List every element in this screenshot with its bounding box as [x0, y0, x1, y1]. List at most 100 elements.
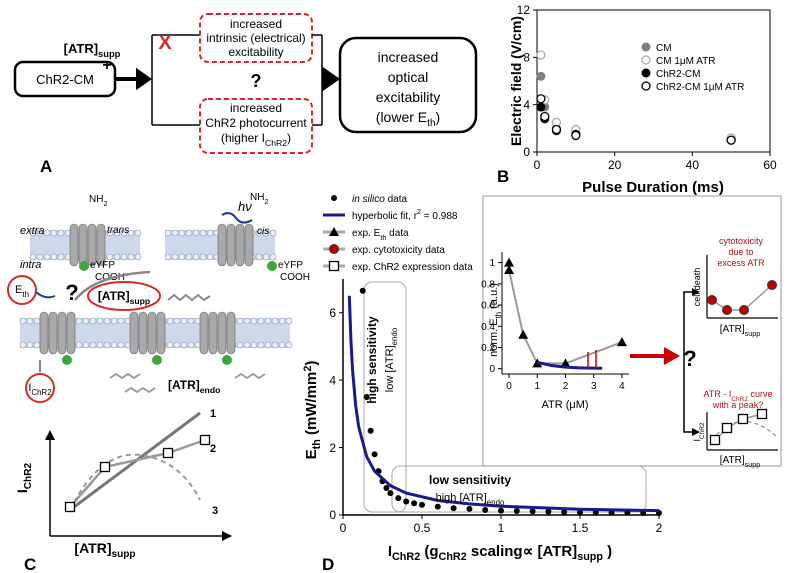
- box-text: ChR2 photocurrent: [205, 116, 307, 130]
- text-part: data: [385, 194, 408, 205]
- text-part: E: [15, 284, 22, 296]
- label: eYFP: [278, 260, 303, 271]
- text-part: th: [427, 118, 435, 129]
- lipid-head: [255, 253, 263, 261]
- data-point: [726, 135, 736, 145]
- lipid-head: [36, 229, 44, 237]
- text-part: ChR2: [31, 388, 51, 397]
- dashed-box: [199, 13, 313, 63]
- label: [ATR]supp: [64, 41, 121, 59]
- text-part: supp: [111, 549, 135, 560]
- lipid-head: [257, 317, 265, 325]
- lipid-head: [285, 341, 293, 349]
- lipid-head: [106, 229, 114, 237]
- legend-label: CM: [656, 43, 672, 54]
- protein-helix: [129, 311, 139, 355]
- data-point: [504, 265, 515, 275]
- data-point: [466, 505, 473, 512]
- text-part: data: [386, 228, 409, 239]
- outcome-box: [338, 36, 478, 134]
- curve-2: [69, 438, 206, 508]
- legend-marker: [328, 260, 340, 272]
- lipid-head: [120, 229, 128, 237]
- arrow-head: [692, 288, 700, 296]
- box-text: (higher IChR2): [221, 131, 291, 148]
- lipid-head: [236, 341, 244, 349]
- panel-label: A: [40, 157, 52, 176]
- y-tick-label: 8: [523, 51, 530, 65]
- label: hν: [238, 199, 252, 214]
- y-tick-label: 2: [329, 441, 336, 455]
- panel-label: D: [322, 555, 334, 573]
- text-part: ChR2: [439, 551, 467, 563]
- lipid-head: [171, 253, 179, 261]
- x-tick-label: 4: [619, 381, 625, 392]
- arrow-head: [322, 66, 340, 92]
- y-tick-label: 6: [329, 306, 336, 320]
- text-part: ): [436, 109, 441, 125]
- box-text: (lower Eth): [376, 109, 440, 129]
- text-part: low [ATR]: [384, 345, 396, 392]
- text-part: exp. E: [352, 228, 381, 239]
- text-part: in silico: [352, 194, 385, 205]
- lipid-head: [285, 317, 293, 325]
- text-part: supp: [130, 296, 151, 306]
- text-part: [ATR]: [720, 324, 745, 335]
- y-tick-label: 0.2: [481, 343, 495, 354]
- lipid-head: [89, 317, 97, 325]
- x-axis-label: Pulse Duration (ms): [582, 179, 724, 196]
- lipid-head: [82, 317, 90, 325]
- annotation: high [ATR]endo: [436, 492, 505, 507]
- schematic-square: [162, 447, 174, 459]
- text-part: 2: [417, 207, 421, 216]
- x-tick-label: 0: [506, 381, 512, 392]
- lipid-head: [117, 341, 125, 349]
- mini-point: [737, 413, 749, 425]
- legend-marker: [641, 68, 651, 78]
- protein-helix: [199, 311, 209, 355]
- y-tick-label: 0: [523, 145, 530, 159]
- text-part: [ATR]: [168, 378, 200, 392]
- legend-label: exp. ChR2 expression data: [352, 262, 473, 273]
- x-tick-label: 0.5: [414, 521, 431, 535]
- lipid-head: [96, 317, 104, 325]
- lipid-head: [127, 229, 135, 237]
- note: excess ATR: [717, 258, 765, 268]
- text-part: hyperbolic fit, r: [352, 211, 418, 222]
- lipid-head: [57, 253, 65, 261]
- label: ChR2-CM: [36, 72, 94, 87]
- protein-helix: [78, 223, 88, 267]
- data-point: [571, 130, 581, 141]
- label: IChR2: [692, 422, 706, 441]
- lipid-head: [117, 317, 125, 325]
- label: cis: [257, 226, 269, 237]
- text-part: supp: [577, 551, 603, 563]
- question-mark: ?: [251, 71, 262, 91]
- text-part: E: [303, 449, 320, 459]
- threshold-circle: [7, 275, 37, 305]
- lipid-head: [187, 341, 195, 349]
- legend-label: ChR2-CM: [656, 69, 700, 80]
- arrow-head: [136, 67, 152, 91]
- y-tick-label: 0: [489, 364, 495, 375]
- y-tick-label: 0.4: [481, 322, 495, 333]
- y-tick-label: 4: [523, 98, 530, 112]
- protein-helix: [87, 223, 97, 267]
- eyfp: [62, 355, 72, 365]
- data-point: [518, 329, 529, 339]
- question-mark: ?: [65, 280, 78, 305]
- data-point: [616, 337, 627, 347]
- protein-helix: [96, 223, 106, 267]
- x-tick-label: 0: [340, 521, 347, 535]
- lipid-head: [180, 317, 188, 325]
- data-point: [403, 498, 410, 505]
- text-part: ATR - I: [704, 389, 732, 399]
- text-part: th: [494, 312, 503, 319]
- data-point: [387, 490, 394, 497]
- arrow-head: [664, 347, 680, 365]
- text-part: (mW/mm: [303, 372, 320, 440]
- protein-helix: [147, 311, 157, 355]
- x-axis-label: ATR (μM): [541, 399, 588, 411]
- data-point: [450, 505, 457, 512]
- label: [ATR]supp: [720, 455, 760, 469]
